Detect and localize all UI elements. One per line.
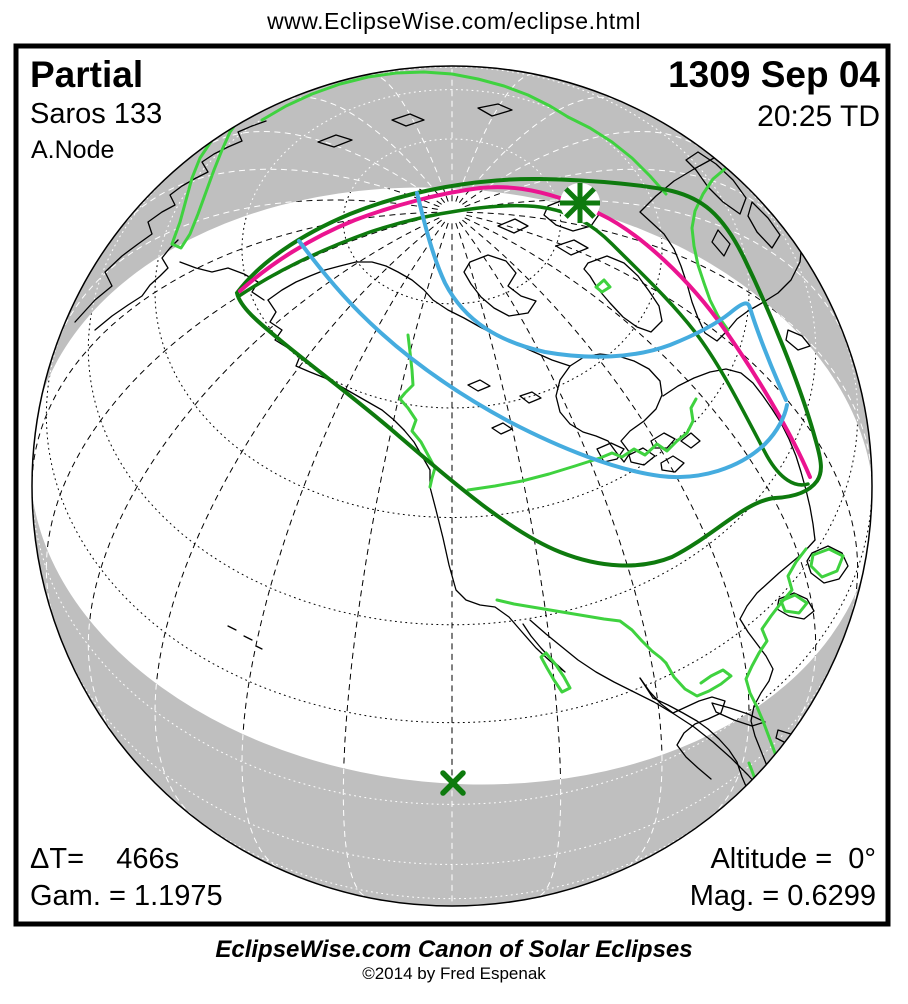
x-mark-stroke bbox=[440, 770, 466, 796]
coastline bbox=[317, 134, 353, 148]
coastline bbox=[255, 645, 263, 650]
coastline bbox=[267, 299, 405, 431]
coastline bbox=[628, 447, 656, 466]
coastline bbox=[711, 702, 766, 727]
coastline bbox=[463, 254, 537, 317]
graticule-line bbox=[154, 66, 750, 519]
coastline bbox=[467, 379, 491, 392]
altitude-value: Altitude = 0° bbox=[710, 843, 876, 875]
coastline bbox=[391, 113, 425, 127]
graticule-line bbox=[241, 89, 663, 409]
site-url[interactable]: www.EclipseWise.com/eclipse.html bbox=[267, 8, 641, 34]
border-line bbox=[779, 593, 809, 615]
globe bbox=[31, 65, 873, 907]
coastline bbox=[747, 201, 781, 249]
inner-limit-curve bbox=[237, 204, 810, 487]
max-eclipse-sunrise-curve bbox=[415, 191, 788, 402]
graticule-line bbox=[154, 219, 442, 819]
coastline bbox=[555, 353, 663, 463]
graticule-line bbox=[286, 96, 446, 204]
border-line bbox=[566, 115, 668, 196]
eclipse-type-label: Partial bbox=[30, 54, 144, 95]
graticule-line bbox=[455, 73, 533, 202]
gamma-value: Gam. = 1.1975 bbox=[30, 880, 223, 912]
globe-limb bbox=[31, 65, 873, 907]
border-line bbox=[690, 166, 730, 332]
coastline bbox=[844, 761, 869, 793]
border-line bbox=[495, 598, 668, 665]
graticule-line bbox=[57, 199, 438, 340]
graticule-line bbox=[371, 73, 449, 202]
graticule-line bbox=[464, 217, 817, 737]
graticule-line bbox=[458, 221, 663, 869]
northern-limit-curve bbox=[238, 185, 812, 479]
coastline bbox=[267, 261, 434, 301]
eclipse-date: 1309 Sep 04 bbox=[668, 54, 880, 95]
max-eclipse-sunset-curve bbox=[297, 239, 789, 479]
magnitude-value: Mag. = 0.6299 bbox=[689, 880, 876, 912]
graticule-line bbox=[241, 221, 446, 869]
graticule-line bbox=[87, 171, 817, 626]
graticule-line bbox=[31, 211, 438, 477]
graticule-line bbox=[462, 130, 699, 205]
asterisk-hub bbox=[573, 196, 587, 210]
coastline bbox=[179, 261, 265, 301]
coastline bbox=[639, 677, 726, 780]
graticule-line bbox=[87, 217, 440, 737]
saros-label: Saros 133 bbox=[30, 98, 163, 130]
eclipse-curves bbox=[234, 176, 823, 568]
footer-title: EclipseWise.com Canon of Solar Eclipses bbox=[215, 936, 693, 963]
graticule-line bbox=[458, 96, 618, 204]
coastline bbox=[529, 619, 765, 794]
coastline bbox=[74, 120, 267, 323]
graticule-line bbox=[466, 211, 873, 477]
greatest-eclipse-marker bbox=[560, 183, 600, 223]
border-line bbox=[539, 651, 572, 694]
penumbra-limit-loop bbox=[234, 176, 823, 568]
map-frame-border bbox=[13, 43, 891, 927]
border-line bbox=[466, 397, 698, 492]
coastline bbox=[785, 329, 811, 351]
subsolar-point-marker bbox=[440, 770, 466, 796]
graticule-line bbox=[342, 138, 562, 305]
delta-t-value: ΔT= 466s bbox=[30, 843, 180, 875]
graticule-line bbox=[462, 219, 750, 819]
coastline bbox=[227, 625, 237, 631]
coastline bbox=[711, 229, 731, 257]
coastline bbox=[243, 635, 253, 641]
coastline bbox=[519, 391, 542, 404]
border-line bbox=[260, 70, 570, 122]
graticule-line bbox=[205, 130, 442, 205]
graticule-line bbox=[455, 222, 562, 898]
coastline bbox=[685, 151, 747, 215]
coastline bbox=[680, 432, 701, 449]
footer-copyright: ©2014 by Fred Espenak bbox=[362, 964, 546, 983]
coastline bbox=[660, 455, 685, 473]
node-label: A.Node bbox=[31, 136, 115, 164]
coastline bbox=[555, 239, 589, 256]
graticule-line bbox=[124, 168, 440, 224]
coastline bbox=[596, 442, 625, 463]
coastline bbox=[477, 103, 513, 117]
graticule-line bbox=[466, 199, 847, 340]
coastline bbox=[497, 218, 529, 234]
eclipse-time: 20:25 TD bbox=[757, 100, 880, 133]
coastline bbox=[662, 368, 816, 541]
coastline bbox=[94, 239, 179, 331]
border-line bbox=[664, 661, 733, 698]
coastline bbox=[806, 545, 849, 584]
border-line bbox=[594, 278, 612, 294]
coastline bbox=[583, 255, 663, 333]
coastline bbox=[491, 422, 513, 435]
graticule-line bbox=[464, 168, 780, 224]
border-line bbox=[809, 547, 845, 579]
